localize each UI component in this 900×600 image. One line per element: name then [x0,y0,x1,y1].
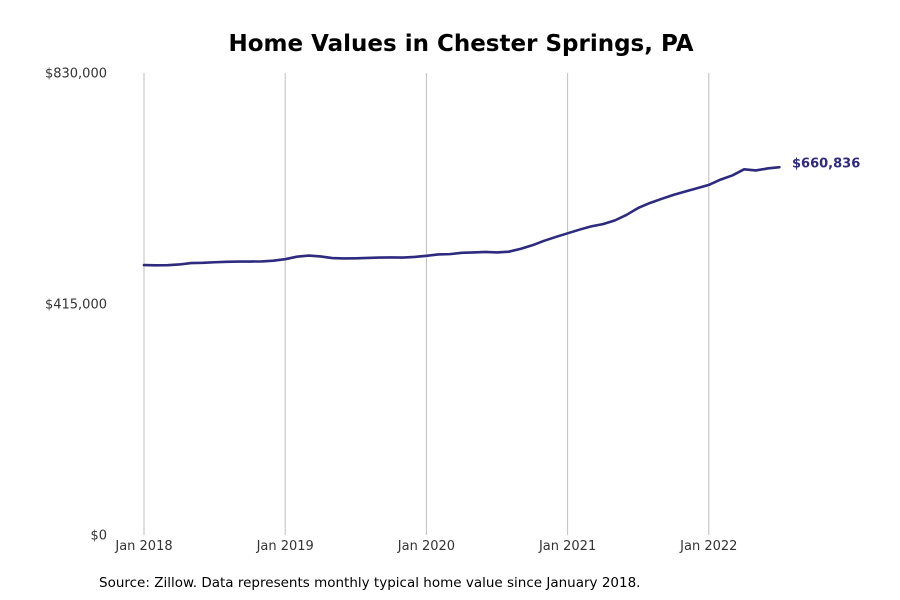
x-tick-label: Jan 2019 [256,539,314,554]
series-line [142,165,781,267]
y-tick-label: $0 [90,529,107,544]
x-tick-label: Jan 2021 [538,539,596,554]
x-axis-ticks: Jan 2018 Jan 2019 Jan 2020 Jan 2021 Jan 2022 [114,539,737,554]
y-tick-label: $415,000 [45,298,107,313]
end-value-label: $660,836 [792,157,860,172]
y-tick-label: $830,000 [45,67,107,82]
x-tick-label: Jan 2022 [679,539,737,554]
x-tick-label: Jan 2018 [114,539,172,554]
x-tick-label: Jan 2020 [397,539,455,554]
y-axis-ticks: $830,000 $415,000 $0 [45,67,107,544]
x-gridlines [143,73,710,535]
chart-title: Home Values in Chester Springs, PA [228,31,693,57]
source-note: Source: Zillow. Data represents monthly … [99,575,640,591]
